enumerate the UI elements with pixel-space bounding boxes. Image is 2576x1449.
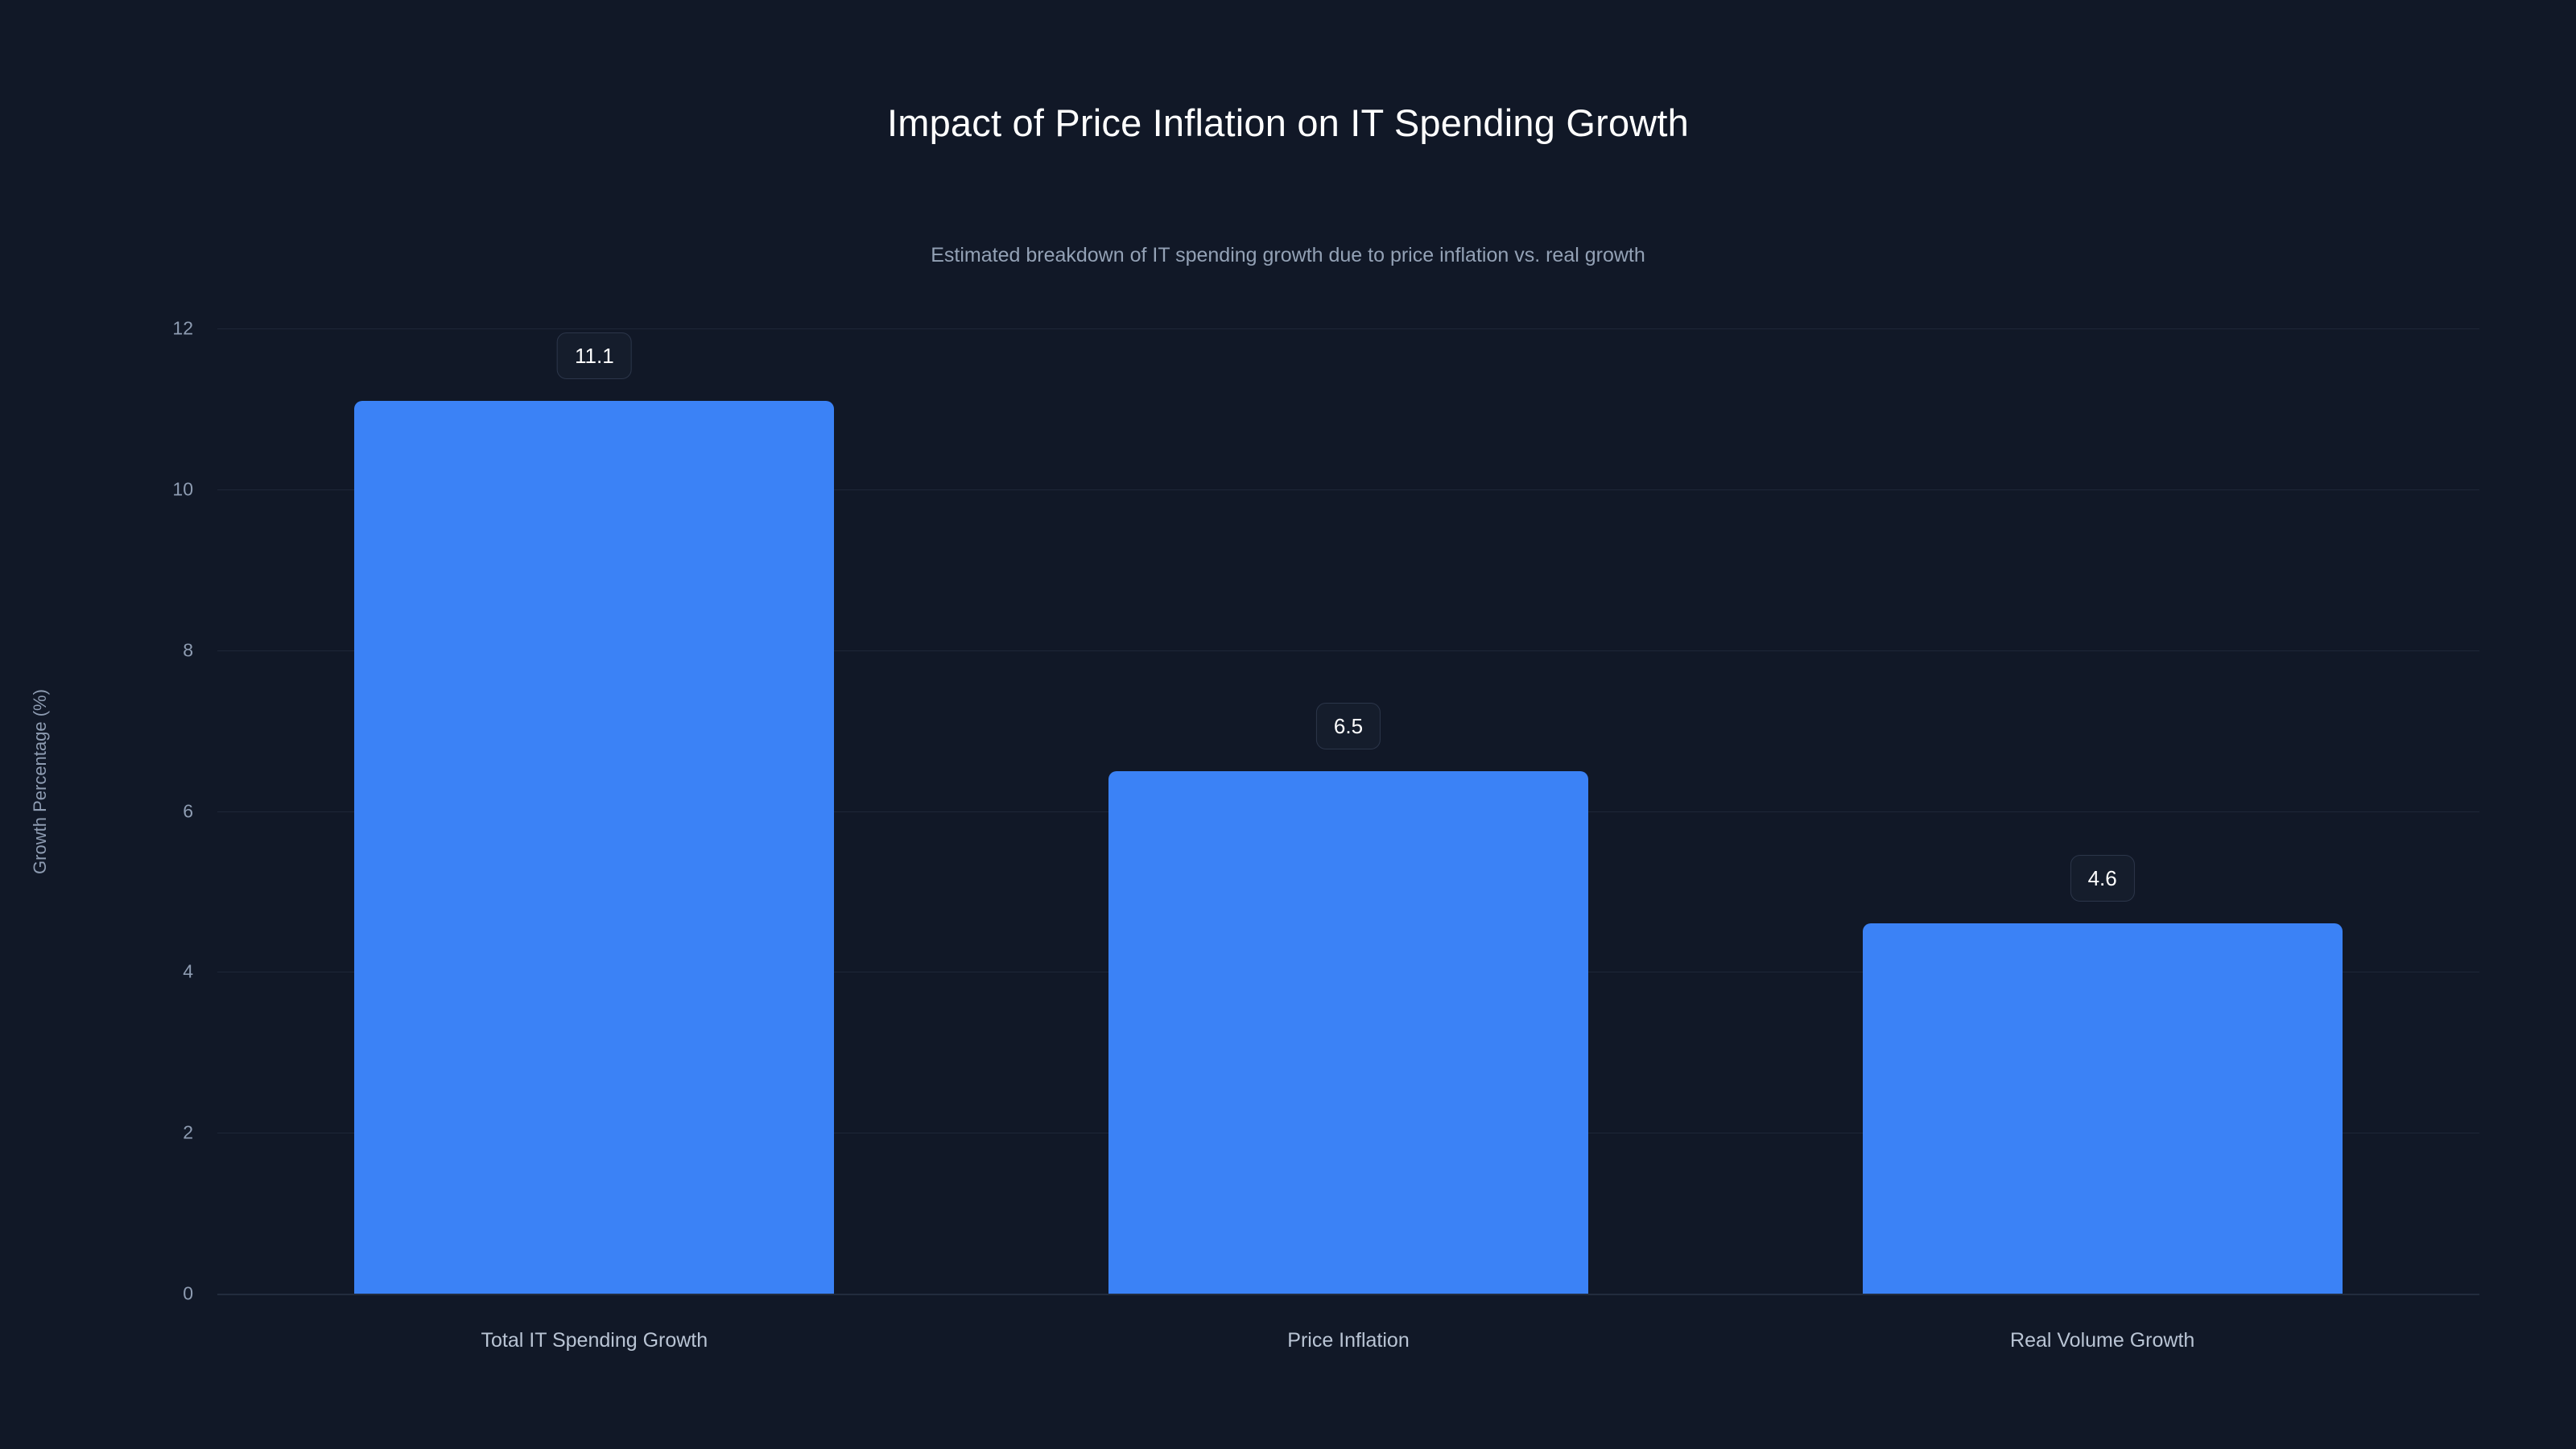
gridline — [217, 650, 2479, 651]
y-axis-title: Growth Percentage (%) — [30, 689, 50, 874]
x-axis-tick-label: Total IT Spending Growth — [481, 1329, 708, 1352]
x-axis-tick-label: Real Volume Growth — [2010, 1329, 2195, 1352]
x-axis-tick-label: Price Inflation — [1287, 1329, 1410, 1352]
bar-1[interactable] — [1108, 770, 1588, 1294]
y-axis-tick-label: 10 — [172, 478, 193, 500]
plot-area — [217, 328, 2479, 1294]
data-label-2: 4.6 — [2070, 855, 2135, 902]
chart-title: Impact of Price Inflation on IT Spending… — [886, 101, 1690, 144]
data-label-1: 6.5 — [1315, 702, 1381, 749]
y-axis-tick-label: 12 — [172, 317, 193, 339]
gridline — [217, 328, 2479, 329]
y-axis-tick-label: 4 — [183, 960, 193, 982]
y-axis-tick-label: 0 — [183, 1282, 193, 1304]
y-axis-tick-group: 0 2 4 6 8 10 12 — [97, 319, 193, 1302]
y-axis-tick-label: 6 — [183, 800, 193, 821]
x-axis-line — [217, 1294, 2479, 1295]
data-label-0: 11.1 — [556, 332, 632, 379]
bar-0[interactable] — [354, 400, 835, 1294]
gridline — [217, 489, 2479, 490]
chart-subtitle: Estimated breakdown of IT spending growt… — [931, 244, 1645, 266]
y-axis-tick-label: 2 — [183, 1121, 193, 1143]
y-axis-tick-label: 8 — [183, 639, 193, 661]
bar-2[interactable] — [1862, 923, 2343, 1294]
